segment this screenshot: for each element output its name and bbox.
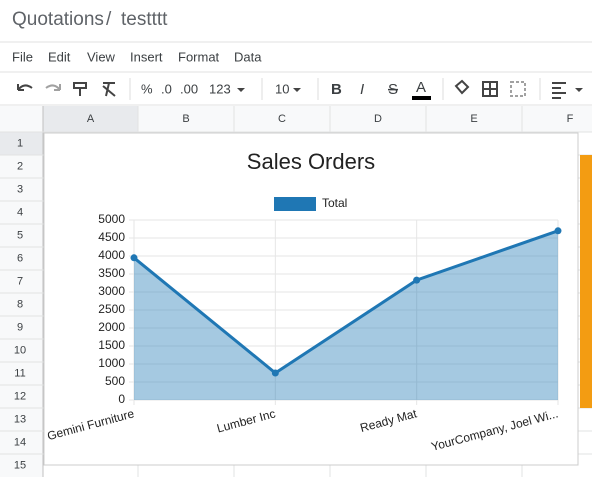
legend-label: Total [322,196,347,210]
row-header: 13 [14,413,26,425]
cell-fill [580,155,592,408]
menu-bar: File Edit View Insert Format Data [12,49,262,64]
y-tick-label: 2500 [98,302,125,316]
menu-item[interactable]: Data [234,49,262,64]
dropdown-arrow[interactable] [575,88,583,92]
column-header: D [374,113,382,125]
row-header: 9 [17,321,23,333]
column-header: E [470,113,477,125]
y-tick-label: 500 [105,374,125,388]
row-header: 2 [17,160,23,172]
menu-item[interactable]: Insert [130,49,163,64]
undo-button[interactable] [17,84,33,91]
row-header: 5 [17,229,23,241]
y-tick-label: 0 [118,392,125,406]
merge-button[interactable] [510,81,526,97]
point [271,369,279,377]
menu-item[interactable]: File [12,49,33,64]
y-tick-label: 3000 [98,284,125,298]
column-header: B [182,113,189,125]
dropdown-arrow[interactable] [293,88,301,92]
row-header: 12 [14,390,26,402]
column-header: A [87,113,95,125]
breadcrumb-parent[interactable]: Quotations [12,9,104,30]
selected-row-header [0,132,43,155]
y-tick-label: 4000 [98,248,125,262]
number-format-button[interactable]: 123 [209,81,231,96]
menu-item[interactable]: Edit [48,49,71,64]
menu-item[interactable]: Format [178,49,220,64]
line [133,229,559,375]
text-color-swatch [412,96,431,100]
row-header: 7 [17,275,23,287]
font-size-select[interactable]: 10 [275,81,289,96]
y-tick-label: 5000 [98,212,125,226]
chart-title: Sales Orders [247,149,375,174]
breadcrumb-separator: / [106,9,112,30]
row-header: 15 [14,459,26,471]
selected-column-header [43,106,138,132]
fill-color-button[interactable] [454,79,470,95]
clear-format-button[interactable] [102,82,116,97]
y-tick-label: 4500 [98,230,125,244]
y-tick-label: 3500 [98,266,125,280]
menu-item[interactable]: View [87,49,116,64]
area-fill [134,230,558,400]
decimal-increase-button[interactable]: .00 [180,81,198,96]
bold-button[interactable]: B [331,81,342,98]
strikethrough-button[interactable]: S [388,81,398,98]
point [130,254,138,262]
y-tick-label: 2000 [98,320,125,334]
legend-swatch [274,197,316,211]
row-header: 4 [17,206,23,218]
percent-button[interactable]: % [141,81,153,96]
row-header: 1 [17,137,23,149]
toolbar: % .0 .00 123 10 B I S A [17,78,583,100]
header-bg [0,106,43,477]
column-header: F [567,113,574,125]
y-tick-label: 1000 [98,356,125,370]
breadcrumb-current: testttt [121,9,168,30]
redo-button[interactable] [45,84,61,91]
row-header: 14 [14,436,26,448]
row-header: 8 [17,298,23,310]
row-header: 10 [14,344,26,356]
dropdown-arrow[interactable] [237,88,245,92]
text-color-button[interactable]: A [416,79,426,96]
row-header: 6 [17,252,23,264]
row-header: 3 [17,183,23,195]
row-header: 11 [14,367,25,379]
align-button[interactable] [552,82,566,99]
decimal-decrease-button[interactable]: .0 [161,81,172,96]
point [554,227,562,235]
italic-button[interactable]: I [360,81,364,98]
paint-format-button[interactable] [73,82,87,96]
column-header: C [278,113,286,125]
y-tick-label: 1500 [98,338,125,352]
chart-frame [43,132,579,466]
borders-icon [483,82,497,96]
point [413,276,421,284]
